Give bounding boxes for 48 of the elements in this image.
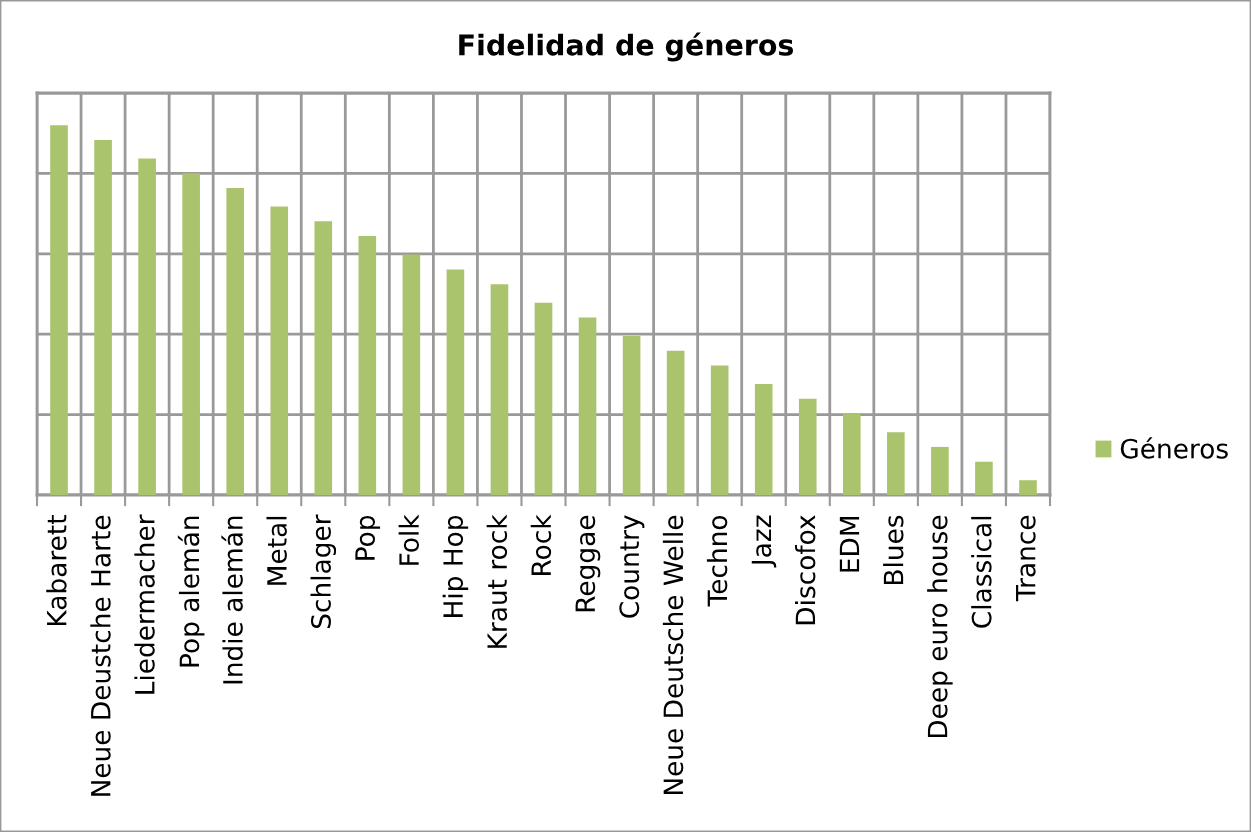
x-tick-label: Deep euro house: [927, 515, 953, 738]
bar: [490, 284, 509, 495]
x-tick-label: Pop alemán: [177, 516, 205, 667]
x-tick-label: Neue Deutsche Welle: [662, 515, 684, 795]
x-tick-label: Neue Deustche Harte: [90, 515, 111, 796]
x-tick-label: Schlager: [310, 514, 337, 629]
x-tick-label: Pop: [355, 515, 381, 560]
x-tick-label: EDM: [839, 517, 860, 572]
bar: [138, 158, 156, 495]
x-tick-label: Metal: [266, 516, 287, 585]
bar: [50, 125, 68, 495]
bar: [94, 139, 112, 495]
bar: [754, 384, 773, 495]
x-tick-label: Discofox: [794, 515, 816, 625]
bar: [182, 173, 200, 495]
bar: [666, 350, 685, 495]
bar: [226, 188, 244, 495]
bar: [270, 206, 289, 495]
bar: [798, 398, 817, 495]
bar: [1019, 480, 1037, 495]
x-tick-label: Classical: [971, 516, 992, 628]
bar: [887, 432, 905, 495]
bar: [534, 302, 553, 495]
bar: [314, 221, 333, 495]
x-tick-label: Jazz: [751, 515, 777, 568]
bar: [358, 236, 377, 495]
x-tick-label: Folk: [398, 514, 420, 565]
bar: [975, 461, 993, 495]
bar: [446, 269, 465, 495]
bar: [843, 413, 861, 495]
bar: [931, 446, 949, 495]
x-tick-label: Kabarett: [46, 515, 67, 625]
x-tick-label: Rock: [530, 514, 552, 575]
x-tick-label: Reggae: [575, 515, 601, 612]
bar: [710, 365, 729, 495]
x-tick-label: Techno: [706, 515, 728, 607]
x-tick-label: Trance: [1016, 515, 1036, 602]
x-tick-label: Liedermacher: [134, 514, 155, 694]
bar: [622, 335, 641, 495]
bar: [578, 317, 597, 495]
x-tick-label: Hip Hop: [442, 515, 469, 617]
bar: [402, 254, 421, 495]
x-tick-label: Kraut rock: [486, 514, 508, 648]
x-tick-label: Blues: [883, 515, 904, 584]
x-tick-label: Country: [619, 515, 645, 618]
chart-title: Fidelidad de géneros: [459, 32, 794, 62]
legend-label: Géneros: [1120, 437, 1228, 459]
x-tick-label: Indie alemán: [221, 516, 243, 684]
